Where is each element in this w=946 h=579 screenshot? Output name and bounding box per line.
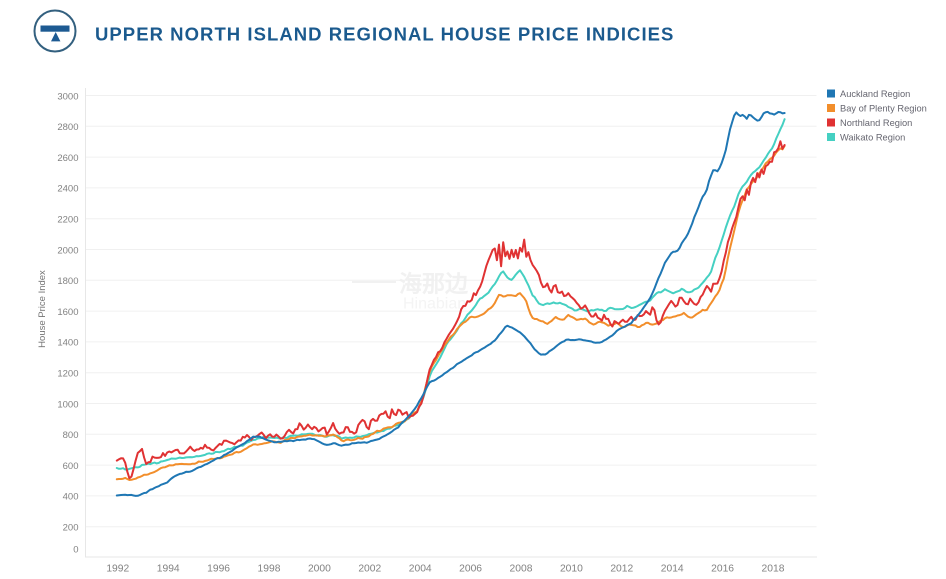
svg-text:2008: 2008 (510, 564, 533, 575)
svg-text:1998: 1998 (258, 564, 281, 575)
svg-text:200: 200 (63, 523, 79, 534)
svg-text:2002: 2002 (358, 564, 381, 575)
svg-text:2010: 2010 (560, 564, 583, 575)
svg-text:2006: 2006 (459, 564, 482, 575)
svg-text:2000: 2000 (57, 245, 78, 256)
svg-text:Waikato Region: Waikato Region (840, 132, 905, 142)
svg-text:3000: 3000 (57, 91, 78, 102)
svg-text:1996: 1996 (207, 564, 230, 575)
svg-text:600: 600 (63, 461, 79, 472)
svg-text:Northland Region: Northland Region (840, 118, 912, 128)
svg-text:400: 400 (63, 492, 79, 503)
svg-text:1994: 1994 (157, 564, 180, 575)
svg-text:1992: 1992 (106, 564, 129, 575)
svg-text:2004: 2004 (409, 564, 432, 575)
svg-text:1800: 1800 (57, 276, 78, 287)
svg-text:2018: 2018 (762, 564, 785, 575)
svg-text:UPPER NORTH ISLAND REGIONAL HO: UPPER NORTH ISLAND REGIONAL HOUSE PRICE … (95, 24, 674, 45)
svg-text:2014: 2014 (661, 564, 684, 575)
svg-text:1400: 1400 (57, 338, 78, 349)
svg-text:800: 800 (63, 430, 79, 441)
svg-text:2800: 2800 (57, 122, 78, 133)
svg-text:2012: 2012 (610, 564, 633, 575)
svg-text:Auckland Region: Auckland Region (840, 89, 910, 99)
svg-text:Hinabian: Hinabian (403, 296, 466, 313)
svg-text:2000: 2000 (308, 564, 331, 575)
svg-text:1600: 1600 (57, 307, 78, 318)
svg-text:1000: 1000 (57, 399, 78, 410)
svg-text:House Price Index: House Price Index (37, 270, 48, 348)
svg-text:海那边: 海那边 (399, 271, 469, 297)
svg-text:0: 0 (73, 545, 78, 556)
svg-text:2016: 2016 (711, 564, 734, 575)
svg-text:2600: 2600 (57, 153, 78, 164)
svg-text:Bay of Plenty Region: Bay of Plenty Region (840, 103, 927, 113)
svg-text:1200: 1200 (57, 369, 78, 380)
svg-text:2400: 2400 (57, 184, 78, 195)
svg-text:2200: 2200 (57, 215, 78, 226)
